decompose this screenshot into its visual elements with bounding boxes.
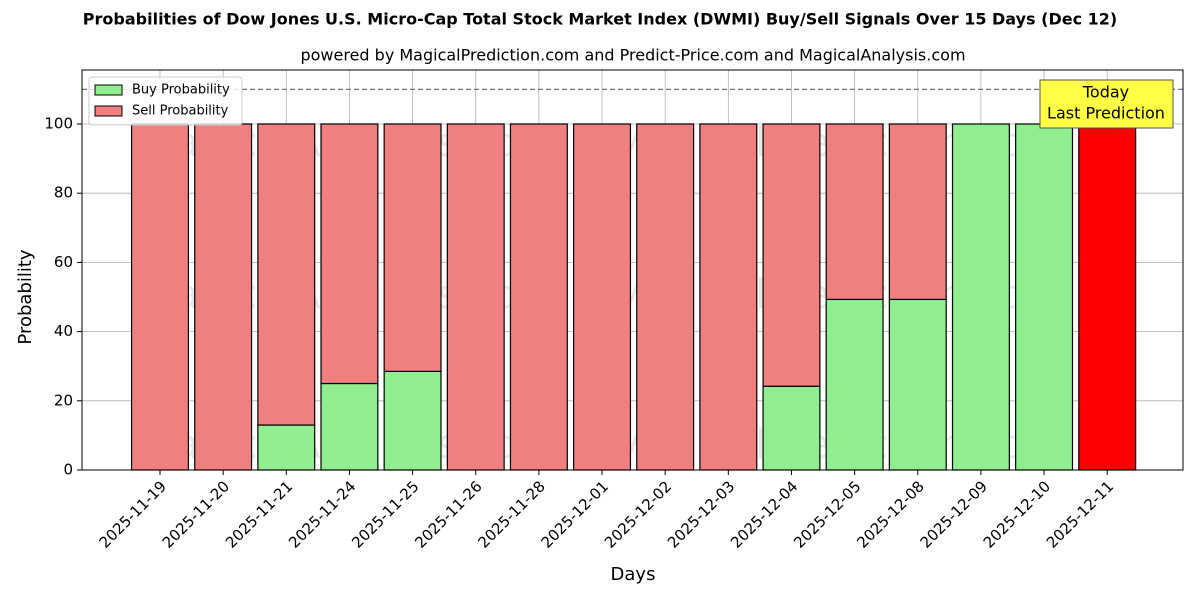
legend-label: Buy Probability (132, 83, 230, 98)
bar-segment (762, 385, 821, 471)
y-tick-label: 40 (54, 322, 73, 340)
legend-box (88, 76, 243, 126)
bar-segment (320, 382, 379, 471)
y-axis-label: Probability (15, 249, 36, 344)
bar-segment (636, 123, 695, 471)
y-tick-label: 20 (54, 391, 73, 409)
bar-segment (825, 123, 884, 301)
bar-segment (888, 123, 947, 301)
x-tick-label: 2025-12-05 (790, 477, 864, 551)
x-axis-label: Days (611, 564, 656, 585)
x-tick-label: 2025-12-03 (664, 477, 738, 551)
plot-frame (81, 69, 1184, 471)
annotation-box (1039, 79, 1174, 129)
y-tick-label: 0 (63, 461, 73, 479)
bar-segment (1078, 123, 1137, 471)
bar-segment (509, 123, 568, 471)
x-tick-label: 2025-12-02 (601, 477, 675, 551)
x-tick-label: 2025-12-08 (853, 477, 927, 551)
x-tick-label: 2025-12-01 (538, 477, 612, 551)
x-tick-label: 2025-11-21 (222, 477, 296, 551)
bar-segment (762, 123, 821, 387)
legend-swatch (94, 105, 123, 117)
bar-segment (257, 123, 316, 426)
bar-segment (446, 123, 505, 471)
x-tick-label: 2025-11-24 (285, 477, 359, 551)
bar-segment (194, 123, 253, 471)
x-tick-label: 2025-11-20 (159, 477, 233, 551)
x-tick-label: 2025-12-10 (980, 477, 1054, 551)
bar-segment (1015, 123, 1074, 471)
chart-title: Probabilities of Dow Jones U.S. Micro-Ca… (83, 10, 1117, 29)
legend-swatch (94, 84, 123, 96)
bar-segment (383, 370, 442, 471)
legend-label: Sell Probability (132, 104, 229, 119)
bar-segment (951, 123, 1010, 471)
x-tick-label: 2025-12-04 (727, 477, 801, 551)
x-tick-label: 2025-11-28 (475, 477, 549, 551)
x-tick-label: 2025-11-26 (411, 477, 485, 551)
annotation-text: Today (1082, 83, 1129, 102)
bar-segment (383, 123, 442, 372)
y-tick-label: 80 (54, 184, 73, 202)
x-tick-label: 2025-12-11 (1043, 477, 1117, 551)
x-tick-label: 2025-11-25 (348, 477, 422, 551)
y-tick-label: 100 (44, 114, 73, 132)
bar-segment (699, 123, 758, 471)
bar-segment (130, 123, 190, 471)
x-tick-label: 2025-11-19 (96, 477, 170, 551)
x-tick-label: 2025-12-09 (917, 477, 991, 551)
chart-subtitle: powered by MagicalPrediction.com and Pre… (300, 46, 965, 65)
bar-segment (257, 424, 316, 471)
annotation-text: Last Prediction (1047, 104, 1165, 123)
bar-segment (888, 298, 947, 471)
y-tick-label: 60 (54, 253, 73, 271)
bar-segment (320, 123, 379, 385)
bar-segment (573, 123, 632, 471)
bar-segment (825, 298, 884, 471)
